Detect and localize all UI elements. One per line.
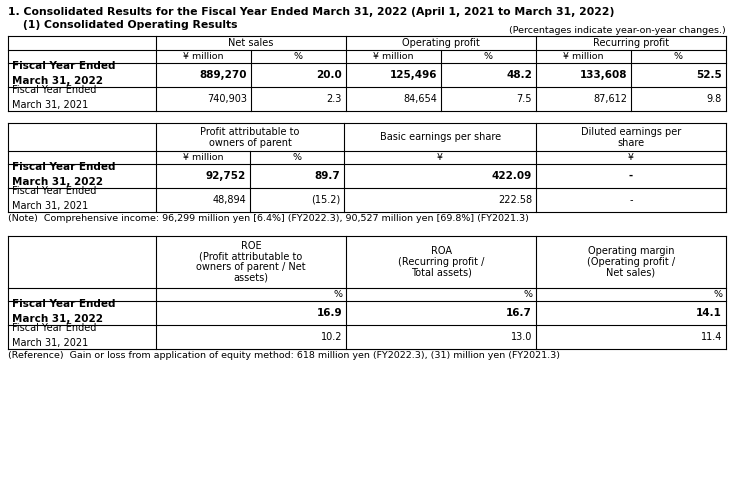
Text: 20.0: 20.0 — [316, 70, 342, 80]
Text: ¥ million: ¥ million — [184, 52, 224, 61]
Text: ¥: ¥ — [628, 153, 634, 162]
Text: %: % — [713, 290, 722, 299]
Text: %: % — [333, 290, 342, 299]
Text: Fiscal Year Ended: Fiscal Year Ended — [12, 323, 96, 333]
Text: ROA: ROA — [431, 246, 451, 256]
Text: 422.09: 422.09 — [492, 171, 532, 181]
Text: March 31, 2022: March 31, 2022 — [12, 314, 103, 324]
Text: Fiscal Year Ended: Fiscal Year Ended — [12, 299, 115, 309]
Text: 1. Consolidated Results for the Fiscal Year Ended March 31, 2022 (April 1, 2021 : 1. Consolidated Results for the Fiscal Y… — [8, 7, 614, 17]
Text: ¥ million: ¥ million — [374, 52, 414, 61]
Text: ROE: ROE — [241, 241, 261, 251]
Text: 89.7: 89.7 — [314, 171, 340, 181]
Text: Diluted earnings per: Diluted earnings per — [581, 127, 681, 137]
Text: 14.1: 14.1 — [696, 308, 722, 318]
Text: Operating profit: Operating profit — [402, 38, 480, 48]
Text: Total assets): Total assets) — [410, 268, 471, 277]
Text: assets): assets) — [233, 273, 269, 283]
Text: owners of parent / Net: owners of parent / Net — [196, 262, 306, 272]
Text: %: % — [484, 52, 493, 61]
Text: Fiscal Year Ended: Fiscal Year Ended — [12, 162, 115, 172]
Text: 2.3: 2.3 — [327, 94, 342, 104]
Text: (Recurring profit /: (Recurring profit / — [398, 257, 484, 267]
Text: 222.58: 222.58 — [498, 195, 532, 205]
Text: 11.4: 11.4 — [701, 332, 722, 342]
Text: 740,903: 740,903 — [207, 94, 247, 104]
Text: -: - — [629, 195, 633, 205]
Text: Recurring profit: Recurring profit — [593, 38, 669, 48]
Text: 9.8: 9.8 — [707, 94, 722, 104]
Text: 52.5: 52.5 — [697, 70, 722, 80]
Text: 16.7: 16.7 — [506, 308, 532, 318]
Text: ¥: ¥ — [437, 153, 443, 162]
Text: March 31, 2021: March 31, 2021 — [12, 100, 88, 110]
Text: ¥ million: ¥ million — [563, 52, 604, 61]
Text: Net sales: Net sales — [228, 38, 274, 48]
Text: (Note)  Comprehensive income: 96,299 million yen [6.4%] (FY2022.3), 90,527 milli: (Note) Comprehensive income: 96,299 mill… — [8, 214, 529, 223]
Text: March 31, 2021: March 31, 2021 — [12, 201, 88, 211]
Text: (1) Consolidated Operating Results: (1) Consolidated Operating Results — [8, 20, 238, 30]
Text: 10.2: 10.2 — [321, 332, 342, 342]
Text: (Operating profit /: (Operating profit / — [587, 257, 675, 267]
Text: 16.9: 16.9 — [316, 308, 342, 318]
Text: 889,270: 889,270 — [200, 70, 247, 80]
Text: 125,496: 125,496 — [390, 70, 437, 80]
Text: 133,608: 133,608 — [580, 70, 627, 80]
Text: ¥ million: ¥ million — [183, 153, 223, 162]
Text: Operating margin: Operating margin — [588, 246, 675, 256]
Text: Basic earnings per share: Basic earnings per share — [379, 132, 501, 142]
Text: share: share — [617, 138, 644, 148]
Text: %: % — [294, 52, 303, 61]
Text: 7.5: 7.5 — [517, 94, 532, 104]
Text: March 31, 2021: March 31, 2021 — [12, 338, 88, 348]
Text: March 31, 2022: March 31, 2022 — [12, 177, 103, 187]
Text: Fiscal Year Ended: Fiscal Year Ended — [12, 186, 96, 196]
Text: (15.2): (15.2) — [311, 195, 340, 205]
Text: March 31, 2022: March 31, 2022 — [12, 76, 103, 86]
Text: 87,612: 87,612 — [593, 94, 627, 104]
Text: owners of parent: owners of parent — [208, 138, 291, 148]
Text: %: % — [674, 52, 683, 61]
Text: (Profit attributable to: (Profit attributable to — [200, 252, 302, 262]
Text: 13.0: 13.0 — [511, 332, 532, 342]
Text: Net sales): Net sales) — [606, 268, 655, 277]
Text: 48.2: 48.2 — [506, 70, 532, 80]
Text: Fiscal Year Ended: Fiscal Year Ended — [12, 61, 115, 71]
Text: Profit attributable to: Profit attributable to — [200, 127, 299, 137]
Text: (Percentages indicate year-on-year changes.): (Percentages indicate year-on-year chang… — [509, 26, 726, 35]
Text: 84,654: 84,654 — [403, 94, 437, 104]
Text: 92,752: 92,752 — [206, 171, 246, 181]
Text: -: - — [629, 171, 633, 181]
Text: Fiscal Year Ended: Fiscal Year Ended — [12, 85, 96, 95]
Text: 48,894: 48,894 — [212, 195, 246, 205]
Text: %: % — [293, 153, 302, 162]
Text: %: % — [523, 290, 532, 299]
Text: (Reference)  Gain or loss from application of equity method: 618 million yen (FY: (Reference) Gain or loss from applicatio… — [8, 351, 560, 360]
